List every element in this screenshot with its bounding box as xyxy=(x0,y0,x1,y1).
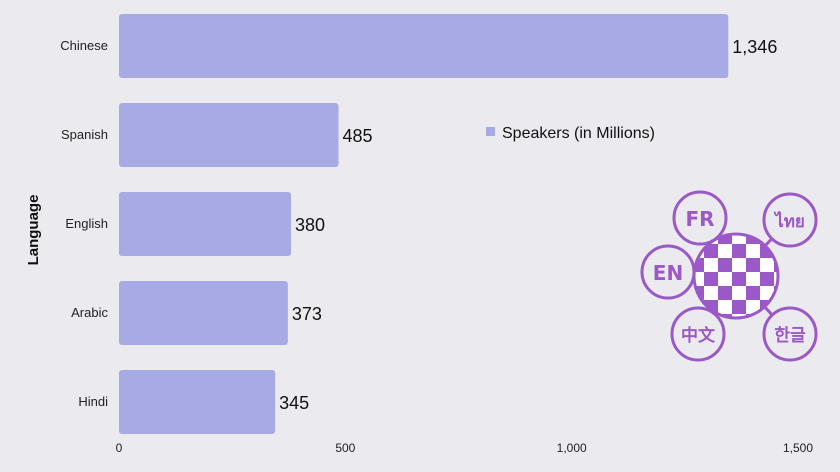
language-globe-logo: FR EN 中文 한글 ไทย xyxy=(640,190,818,362)
svg-text:ไทย: ไทย xyxy=(773,211,805,232)
x-tick-label: 1,000 xyxy=(557,441,587,455)
svg-text:EN: EN xyxy=(653,261,683,285)
value-label-english: 380 xyxy=(295,215,325,235)
x-tick-label: 500 xyxy=(335,441,355,455)
category-label-english: English xyxy=(65,216,108,231)
category-label-arabic: Arabic xyxy=(71,305,108,320)
value-label-spanish: 485 xyxy=(343,126,373,146)
category-label-spanish: Spanish xyxy=(61,127,108,142)
value-labels: 1,346 485 380 373 345 xyxy=(279,37,777,413)
bubble-th: ไทย xyxy=(762,192,818,248)
x-axis-ticks: 0 500 1,000 1,500 xyxy=(116,441,814,455)
legend-label: Speakers (in Millions) xyxy=(502,125,655,142)
bar-hindi xyxy=(119,370,276,434)
legend: Speakers (in Millions) xyxy=(486,125,655,142)
bar-spanish xyxy=(119,103,339,167)
svg-text:한글: 한글 xyxy=(774,326,806,346)
category-label-hindi: Hindi xyxy=(78,394,108,409)
bar-chinese xyxy=(119,14,729,78)
legend-swatch xyxy=(486,127,495,136)
x-tick-label: 0 xyxy=(116,441,123,455)
bar-english xyxy=(119,192,292,256)
value-label-arabic: 373 xyxy=(292,304,322,324)
bubble-ko: 한글 xyxy=(762,306,818,362)
bar-arabic xyxy=(119,281,288,345)
category-labels: Chinese Spanish English Arabic Hindi xyxy=(60,38,108,409)
bubble-zh: 中文 xyxy=(670,306,726,362)
y-axis-title: Language xyxy=(25,195,42,266)
svg-text:FR: FR xyxy=(685,207,714,231)
value-label-chinese: 1,346 xyxy=(732,37,777,57)
globe-icon xyxy=(694,234,778,318)
value-label-hindi: 345 xyxy=(279,393,309,413)
category-label-chinese: Chinese xyxy=(60,38,108,53)
bubble-en: EN xyxy=(640,244,696,300)
svg-text:中文: 中文 xyxy=(681,325,716,346)
bubble-fr: FR xyxy=(672,190,728,246)
x-tick-label: 1,500 xyxy=(783,441,813,455)
bars-group xyxy=(119,14,729,434)
